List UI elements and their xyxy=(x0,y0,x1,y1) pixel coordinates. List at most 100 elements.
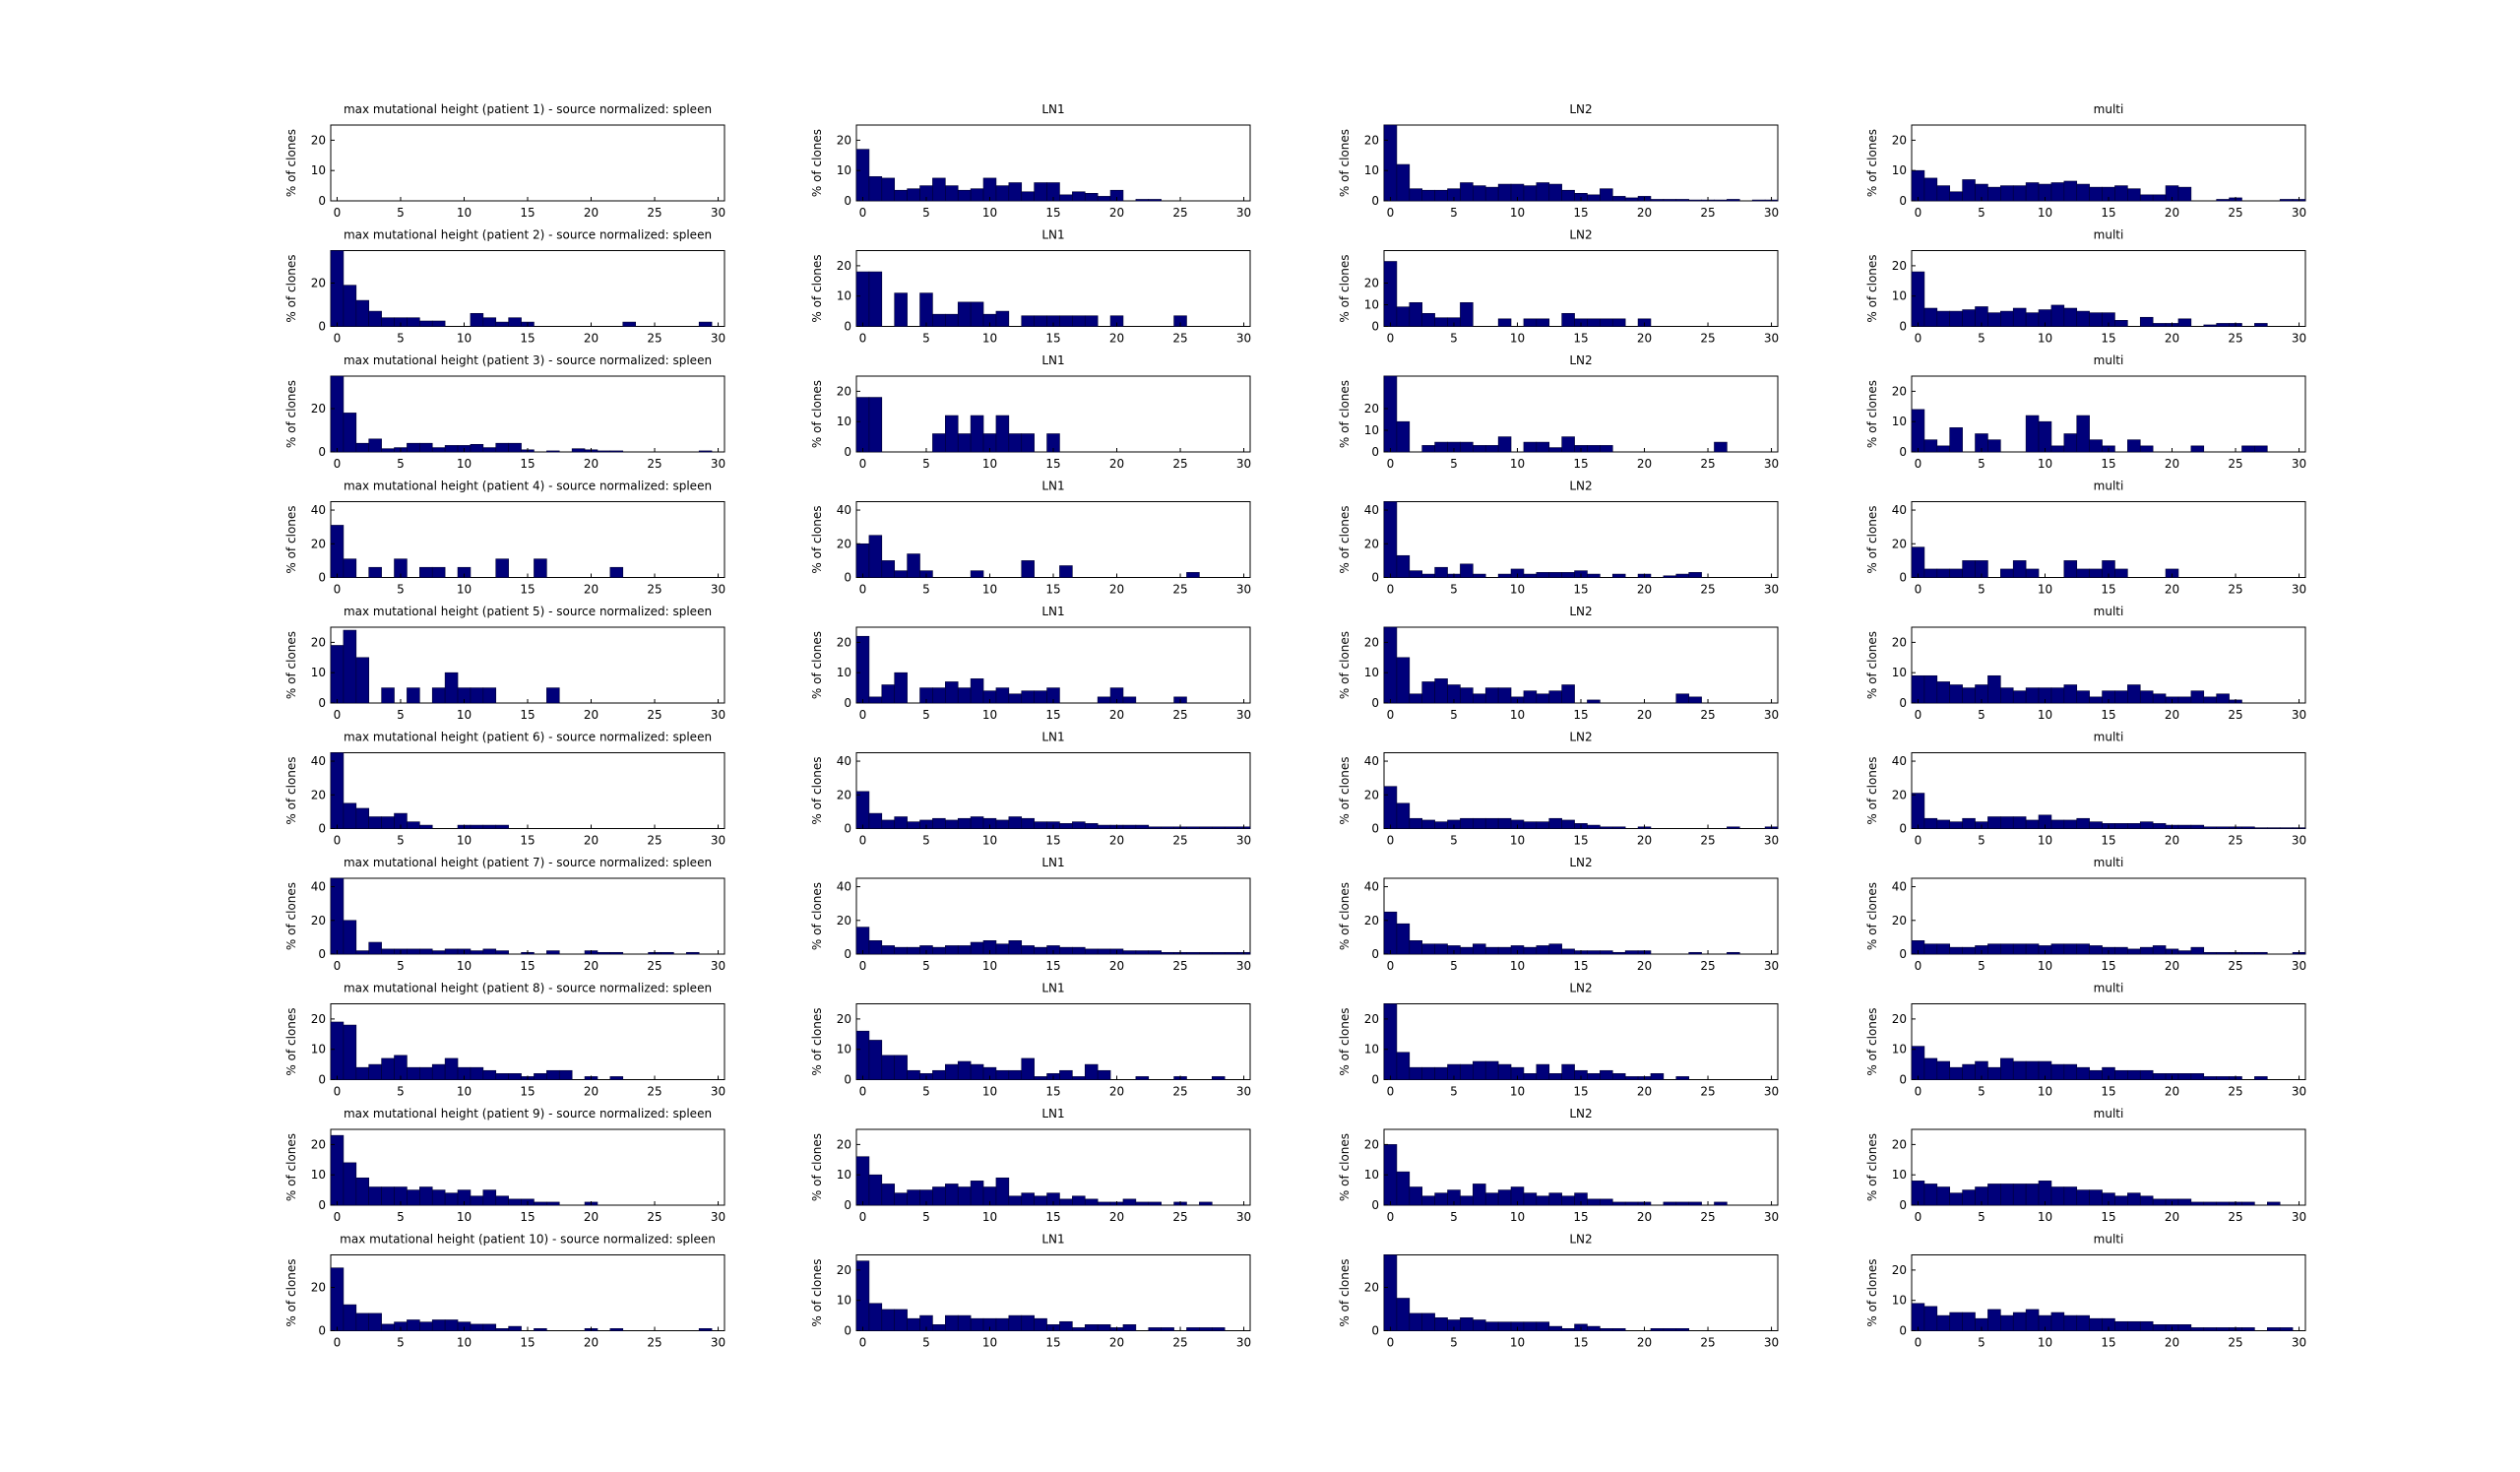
x-tick-label: 5 xyxy=(397,1085,405,1099)
panel-title: LN2 xyxy=(1569,982,1592,995)
panel-title: multi xyxy=(2094,1233,2124,1247)
y-tick-label: 20 xyxy=(1364,1012,1379,1026)
y-tick-label: 0 xyxy=(1371,445,1379,459)
bar xyxy=(1714,1201,1728,1206)
panel-title: multi xyxy=(2094,480,2124,493)
panel-r3-c4: multi 0 5 10 15 20 25 30 0 10 20 % of clones xyxy=(1865,353,2306,471)
axes-frame xyxy=(1383,501,1779,578)
bar xyxy=(1034,315,1047,327)
bar xyxy=(868,535,883,578)
panel-r5-c2: LN1 0 5 10 15 20 25 30 0 10 20 % of clones xyxy=(810,605,1251,722)
y-axis-label: % of clones xyxy=(1338,254,1352,322)
bar xyxy=(1962,687,1976,704)
bar xyxy=(995,819,1010,829)
y-axis-label: % of clones xyxy=(1338,1007,1352,1075)
x-tick-label: 30 xyxy=(2292,457,2306,471)
bar xyxy=(2012,1060,2027,1080)
bar xyxy=(444,445,459,453)
bar xyxy=(2012,560,2027,578)
bar xyxy=(1688,1201,1702,1206)
y-tick-label: 0 xyxy=(318,947,326,961)
bar xyxy=(546,950,560,955)
bar xyxy=(945,819,959,829)
bar xyxy=(1148,1327,1162,1331)
x-tick-label: 10 xyxy=(982,834,997,848)
bar xyxy=(1962,309,1976,327)
bar xyxy=(1624,197,1639,202)
x-tick-label: 10 xyxy=(2038,332,2052,346)
panel-title: LN2 xyxy=(1569,605,1592,618)
bar xyxy=(470,1195,484,1206)
bar xyxy=(1523,946,1538,955)
bar xyxy=(995,415,1010,453)
bar xyxy=(2012,690,2027,704)
bar xyxy=(2000,568,2014,578)
x-tick-label: 5 xyxy=(922,1085,930,1099)
bar xyxy=(1199,1201,1213,1206)
bar xyxy=(1434,678,1448,704)
bar xyxy=(1059,194,1073,202)
axes-frame xyxy=(855,752,1251,829)
bar xyxy=(2241,826,2255,829)
x-tick-label: 10 xyxy=(1510,959,1525,973)
x-tick-label: 15 xyxy=(520,583,535,597)
y-tick-label: 10 xyxy=(1364,1043,1379,1056)
y-tick-label: 0 xyxy=(844,947,851,961)
bar xyxy=(1600,188,1613,202)
x-tick-label: 20 xyxy=(584,708,598,722)
bar xyxy=(381,816,395,829)
x-tick-label: 10 xyxy=(457,1336,472,1350)
bar xyxy=(1072,315,1086,327)
x-tick-label: 30 xyxy=(1764,1210,1779,1224)
y-tick-label: 0 xyxy=(1371,1198,1379,1212)
x-tick-label: 0 xyxy=(334,206,342,220)
bar xyxy=(1949,310,1963,327)
bar xyxy=(1987,439,2001,453)
bar xyxy=(1097,1069,1111,1080)
bar xyxy=(1434,1066,1448,1080)
panel-r3-c3: LN2 0 5 10 15 20 25 30 0 10 20 % of clones xyxy=(1338,353,1779,471)
bar xyxy=(1421,573,1435,578)
y-tick-label: 0 xyxy=(1371,822,1379,836)
bar xyxy=(1962,1063,1976,1080)
axes-frame xyxy=(1383,1254,1779,1331)
bar xyxy=(1548,817,1562,829)
bar xyxy=(2139,445,2154,453)
bar xyxy=(1611,826,1626,829)
bar xyxy=(2076,1189,2090,1206)
bar xyxy=(1396,1298,1411,1331)
panel-title: multi xyxy=(2094,1107,2124,1120)
bar xyxy=(2012,1184,2027,1206)
bar xyxy=(894,189,908,202)
bar xyxy=(1675,573,1689,578)
bar xyxy=(907,1317,920,1331)
bar xyxy=(2152,323,2167,327)
bar xyxy=(894,1192,908,1206)
bar xyxy=(1421,1195,1435,1206)
bar xyxy=(868,696,883,704)
x-tick-label: 10 xyxy=(1510,708,1525,722)
bar xyxy=(1911,546,1925,578)
bar xyxy=(1186,1327,1200,1331)
bar xyxy=(2279,1327,2294,1331)
bar xyxy=(1135,950,1150,955)
panel-title: multi xyxy=(2094,353,2124,367)
x-tick-label: 5 xyxy=(1978,1210,1985,1224)
bar xyxy=(970,1181,984,1206)
bar xyxy=(1434,189,1448,202)
bar xyxy=(945,313,959,327)
bar xyxy=(2216,693,2230,704)
x-tick-label: 30 xyxy=(1764,959,1779,973)
bar xyxy=(1611,1201,1626,1206)
bar xyxy=(2152,1198,2167,1206)
bar xyxy=(495,950,509,955)
y-tick-label: 10 xyxy=(1892,666,1907,679)
bar xyxy=(1409,1066,1423,1080)
bar xyxy=(2050,182,2065,202)
bar xyxy=(2089,186,2103,202)
bar xyxy=(343,1024,357,1080)
bar xyxy=(546,1201,560,1206)
bar xyxy=(945,415,959,453)
x-tick-label: 10 xyxy=(982,1085,997,1099)
bar xyxy=(368,566,382,578)
